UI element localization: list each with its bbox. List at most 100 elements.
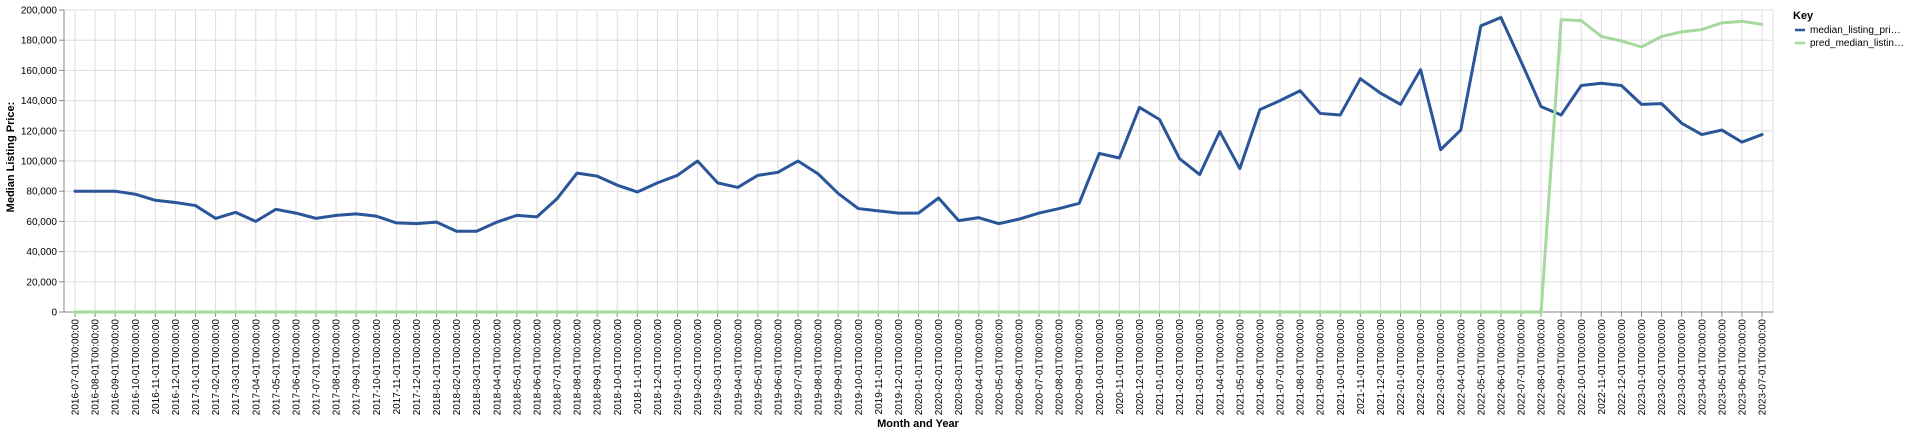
x-tick-label: 2023-07-01T00:00:00 — [1758, 319, 1769, 416]
y-tick-label: 20,000 — [26, 277, 57, 288]
x-tick-label: 2018-01-01T00:00:00 — [432, 319, 443, 416]
x-tick-label: 2019-08-01T00:00:00 — [814, 319, 825, 416]
y-tick-label: 180,000 — [21, 36, 58, 47]
x-tick-label: 2022-05-01T00:00:00 — [1476, 319, 1487, 416]
x-tick-label: 2019-12-01T00:00:00 — [894, 319, 905, 416]
x-tick-label: 2019-01-01T00:00:00 — [673, 319, 684, 416]
x-tick-label: 2016-07-01T00:00:00 — [71, 319, 82, 416]
x-tick-label: 2022-03-01T00:00:00 — [1436, 319, 1447, 416]
x-tick-label: 2018-11-01T00:00:00 — [633, 319, 644, 415]
x-tick-label: 2019-10-01T00:00:00 — [854, 319, 865, 416]
chart-series — [73, 16, 1764, 314]
x-tick-label: 2022-01-01T00:00:00 — [1396, 319, 1407, 416]
x-tick-label: 2018-12-01T00:00:00 — [653, 319, 664, 416]
x-tick-label: 2021-01-01T00:00:00 — [1155, 319, 1166, 416]
x-tick-label: 2023-02-01T00:00:00 — [1657, 319, 1668, 416]
x-tick-label: 2021-04-01T00:00:00 — [1215, 319, 1226, 416]
x-tick-label: 2017-10-01T00:00:00 — [372, 319, 383, 416]
x-tick-label: 2020-06-01T00:00:00 — [1014, 319, 1025, 416]
y-axis-title: Median Listing Price: — [5, 102, 17, 213]
x-tick-label: 2021-05-01T00:00:00 — [1235, 319, 1246, 416]
x-tick-label: 2020-08-01T00:00:00 — [1055, 319, 1066, 416]
x-tick-label: 2021-03-01T00:00:00 — [1195, 319, 1206, 416]
x-tick-label: 2016-11-01T00:00:00 — [151, 319, 162, 415]
x-tick-label: 2023-04-01T00:00:00 — [1697, 319, 1708, 416]
x-tick-label: 2020-05-01T00:00:00 — [994, 319, 1005, 416]
x-tick-label: 2022-08-01T00:00:00 — [1537, 319, 1548, 416]
x-tick-label: 2022-09-01T00:00:00 — [1557, 319, 1568, 416]
x-tick-label: 2022-11-01T00:00:00 — [1597, 319, 1608, 415]
y-tick-label: 80,000 — [26, 187, 57, 198]
x-tick-label: 2018-03-01T00:00:00 — [472, 319, 483, 416]
x-tick-label: 2021-06-01T00:00:00 — [1255, 319, 1266, 416]
chart-legend: Key median_listing_pri… pred_median_listi… — [1793, 10, 1904, 49]
x-tick-label: 2023-01-01T00:00:00 — [1637, 319, 1648, 416]
y-tick-label: 0 — [51, 308, 57, 319]
x-tick-label: 2022-07-01T00:00:00 — [1517, 319, 1528, 416]
legend-label-1: pred_median_listin… — [1810, 38, 1904, 49]
x-tick-label: 2020-01-01T00:00:00 — [914, 319, 925, 416]
x-tick-label: 2017-04-01T00:00:00 — [251, 319, 262, 416]
x-tick-label: 2023-06-01T00:00:00 — [1737, 319, 1748, 416]
x-tick-label: 2018-06-01T00:00:00 — [532, 319, 543, 416]
x-tick-label: 2021-09-01T00:00:00 — [1316, 319, 1327, 416]
x-tick-label: 2017-05-01T00:00:00 — [271, 319, 282, 416]
x-tick-label: 2016-10-01T00:00:00 — [131, 319, 142, 416]
x-tick-label: 2019-04-01T00:00:00 — [733, 319, 744, 416]
x-tick-label: 2019-05-01T00:00:00 — [753, 319, 764, 416]
x-tick-label: 2021-08-01T00:00:00 — [1296, 319, 1307, 416]
x-tick-label: 2020-03-01T00:00:00 — [954, 319, 965, 416]
x-tick-label: 2023-05-01T00:00:00 — [1717, 319, 1728, 416]
x-tick-label: 2019-11-01T00:00:00 — [874, 319, 885, 415]
x-tick-label: 2022-10-01T00:00:00 — [1577, 319, 1588, 416]
x-tick-label: 2023-03-01T00:00:00 — [1677, 319, 1688, 416]
x-tick-label: 2017-11-01T00:00:00 — [392, 319, 403, 415]
x-tick-label: 2017-01-01T00:00:00 — [191, 319, 202, 416]
y-tick-label: 40,000 — [26, 247, 57, 258]
legend-title: Key — [1793, 10, 1814, 22]
x-tick-label: 2020-04-01T00:00:00 — [974, 319, 985, 416]
x-tick-label: 2019-03-01T00:00:00 — [713, 319, 724, 416]
x-tick-label: 2021-10-01T00:00:00 — [1336, 319, 1347, 416]
x-tick-label: 2018-10-01T00:00:00 — [613, 319, 624, 416]
x-tick-label: 2018-05-01T00:00:00 — [512, 319, 523, 416]
x-tick-label: 2021-02-01T00:00:00 — [1175, 319, 1186, 416]
x-tick-label: 2017-12-01T00:00:00 — [412, 319, 423, 416]
x-tick-label: 2020-09-01T00:00:00 — [1075, 319, 1086, 416]
x-tick-label: 2019-06-01T00:00:00 — [773, 319, 784, 416]
x-tick-label: 2022-02-01T00:00:00 — [1416, 319, 1427, 416]
x-tick-label: 2020-10-01T00:00:00 — [1095, 319, 1106, 416]
x-tick-label: 2020-02-01T00:00:00 — [934, 319, 945, 416]
y-tick-label: 100,000 — [21, 157, 58, 168]
chart-gridlines — [63, 9, 1774, 313]
series-line-1 — [73, 18, 1764, 314]
x-tick-label: 2022-12-01T00:00:00 — [1617, 319, 1628, 416]
x-tick-label: 2022-06-01T00:00:00 — [1496, 319, 1507, 416]
y-axis: 0 20,000 40,000 60,000 80,000 100,000 120,000 1… — [21, 6, 65, 319]
x-tick-label: 2020-07-01T00:00:00 — [1035, 319, 1046, 416]
x-tick-label: 2020-12-01T00:00:00 — [1135, 319, 1146, 416]
x-tick-label: 2019-02-01T00:00:00 — [693, 319, 704, 416]
x-tick-label: 2018-07-01T00:00:00 — [553, 319, 564, 416]
x-tick-label: 2017-03-01T00:00:00 — [231, 319, 242, 416]
x-tick-label: 2022-04-01T00:00:00 — [1456, 319, 1467, 416]
x-tick-label: 2017-07-01T00:00:00 — [312, 319, 323, 416]
y-tick-label: 140,000 — [21, 96, 58, 107]
x-axis: 2016-07-01T00:00:00 2016-08-01T00:00:00 20… — [64, 311, 1773, 416]
x-tick-label: 2021-07-01T00:00:00 — [1276, 319, 1287, 416]
x-axis-title: Month and Year — [877, 418, 959, 430]
x-tick-label: 2017-02-01T00:00:00 — [211, 319, 222, 416]
x-tick-label: 2017-06-01T00:00:00 — [291, 319, 302, 416]
x-tick-label: 2020-11-01T00:00:00 — [1115, 319, 1126, 415]
x-tick-label: 2016-09-01T00:00:00 — [111, 319, 122, 416]
y-tick-label: 200,000 — [21, 6, 58, 17]
legend-label-0: median_listing_pri… — [1810, 25, 1901, 36]
x-tick-label: 2017-08-01T00:00:00 — [332, 319, 343, 416]
x-tick-label: 2018-02-01T00:00:00 — [452, 319, 463, 416]
y-tick-label: 120,000 — [21, 126, 58, 137]
x-tick-label: 2019-09-01T00:00:00 — [834, 319, 845, 416]
x-tick-label: 2021-12-01T00:00:00 — [1376, 319, 1387, 416]
x-tick-label: 2018-09-01T00:00:00 — [593, 319, 604, 416]
y-tick-label: 160,000 — [21, 66, 58, 77]
